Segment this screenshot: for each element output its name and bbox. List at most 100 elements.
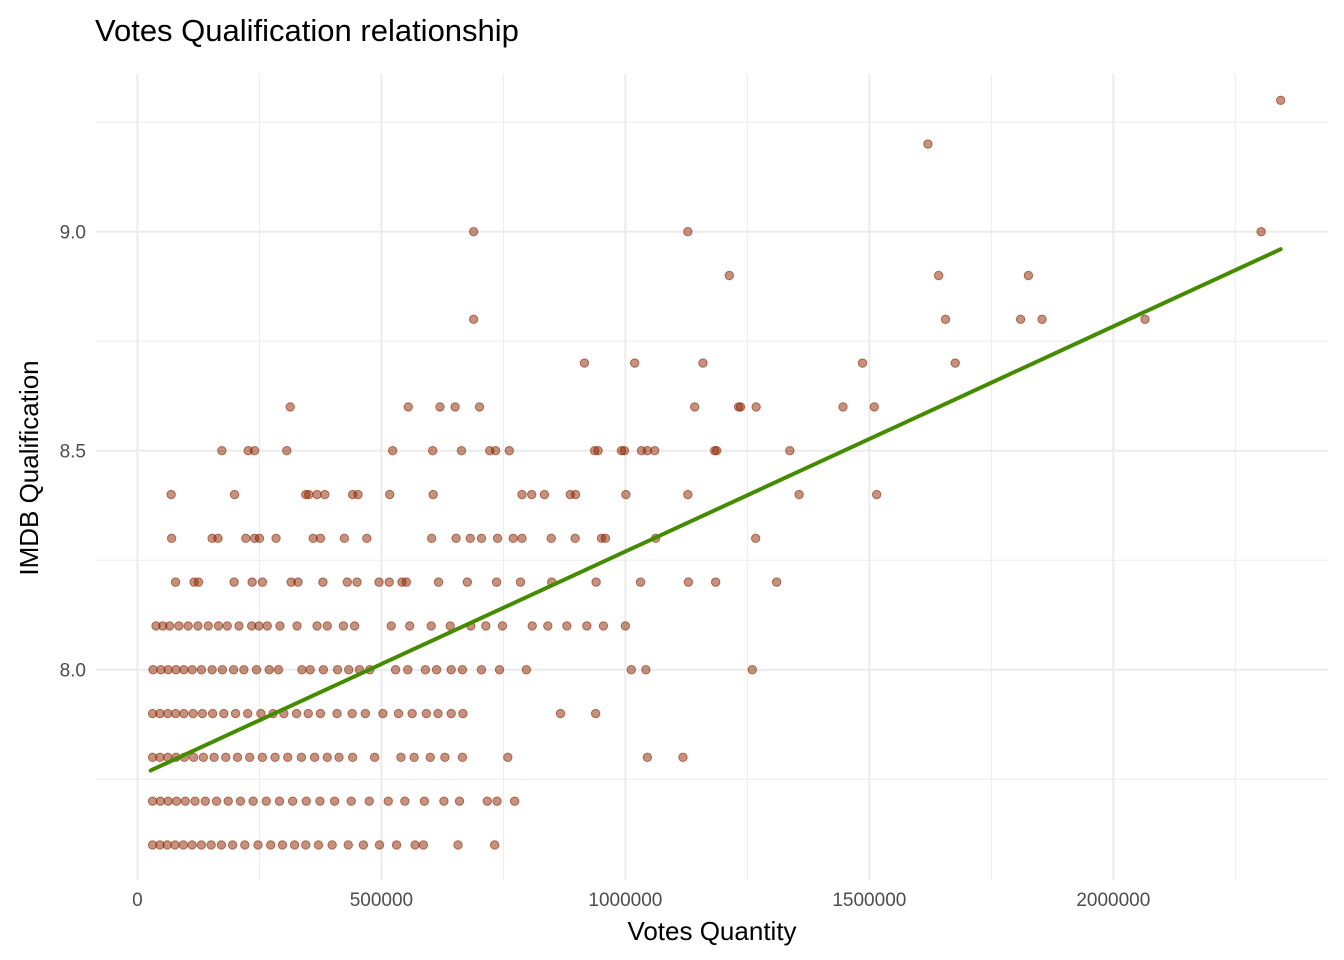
data-point — [386, 621, 396, 631]
data-point — [698, 358, 708, 368]
data-point — [629, 358, 640, 368]
data-point — [751, 402, 761, 412]
data-point — [503, 752, 513, 763]
data-point — [289, 840, 300, 850]
data-point — [570, 489, 581, 500]
data-point — [555, 708, 566, 719]
data-point — [197, 708, 208, 719]
data-point — [446, 708, 456, 719]
data-point — [374, 577, 384, 587]
y-axis-title: IMDB Qualification — [14, 360, 44, 575]
y-axis-tick-labels: 8.0 8.5 9.0 — [60, 223, 86, 682]
data-point — [457, 665, 468, 675]
data-point — [378, 708, 388, 719]
data-point — [950, 358, 960, 368]
data-point — [711, 446, 722, 456]
data-point — [163, 665, 173, 675]
data-point — [155, 752, 165, 763]
data-point — [222, 621, 232, 631]
data-point — [405, 621, 415, 631]
data-point — [315, 796, 325, 806]
data-point — [303, 708, 313, 719]
data-point — [235, 796, 246, 806]
data-point — [171, 796, 182, 806]
data-point — [420, 665, 431, 675]
data-point — [183, 621, 193, 631]
data-point — [282, 446, 292, 456]
data-point — [446, 665, 456, 675]
data-point — [228, 665, 239, 675]
data-point — [352, 577, 362, 587]
data-point — [312, 621, 322, 631]
data-point — [750, 533, 761, 544]
data-point — [301, 796, 311, 806]
data-point — [198, 752, 209, 763]
data-point — [590, 708, 601, 719]
data-point — [527, 489, 537, 500]
data-point — [546, 533, 556, 544]
data-point — [241, 533, 251, 544]
data-point — [229, 577, 239, 587]
data-point — [188, 708, 198, 719]
data-point — [203, 621, 213, 631]
data-point — [360, 708, 371, 719]
data-point — [239, 665, 249, 675]
data-point — [521, 665, 532, 675]
data-point — [838, 402, 848, 412]
data-point — [304, 489, 314, 500]
data-point — [332, 708, 342, 719]
data-point — [249, 446, 260, 456]
data-point — [285, 402, 295, 412]
data-point — [315, 708, 326, 719]
data-point — [213, 533, 223, 544]
data-point — [247, 577, 257, 587]
data-point — [358, 840, 369, 850]
data-point — [223, 796, 233, 806]
data-point — [794, 489, 804, 500]
data-point — [171, 665, 181, 675]
x-tick-label: 2000000 — [1076, 890, 1150, 911]
data-point — [425, 752, 435, 763]
data-point — [462, 577, 473, 587]
data-point — [206, 840, 216, 850]
data-point — [251, 665, 262, 675]
data-point — [216, 840, 227, 850]
data-point — [347, 708, 357, 719]
data-point — [291, 708, 302, 719]
data-point — [196, 665, 207, 675]
data-point — [635, 577, 646, 587]
y-tick-label: 8.5 — [60, 442, 86, 463]
data-point — [476, 533, 487, 544]
data-point — [178, 840, 189, 850]
x-axis-title: Votes Quantity — [627, 916, 796, 946]
data-point — [283, 752, 293, 763]
data-point — [305, 665, 315, 675]
data-point — [456, 446, 467, 456]
data-point — [318, 665, 329, 675]
data-point — [163, 796, 173, 806]
data-point — [458, 708, 468, 719]
data-point — [244, 752, 255, 763]
data-point — [329, 796, 340, 806]
data-point — [491, 577, 502, 587]
data-point — [440, 752, 450, 763]
data-point — [332, 665, 343, 675]
data-point — [275, 621, 285, 631]
data-point — [320, 489, 330, 500]
data-point — [1023, 270, 1034, 281]
data-point — [391, 840, 402, 850]
data-point — [689, 402, 700, 412]
data-point — [710, 577, 721, 587]
data-point — [451, 533, 461, 544]
data-point — [188, 752, 199, 763]
data-point — [678, 752, 688, 763]
data-point — [346, 796, 356, 806]
data-point — [579, 358, 590, 368]
data-point — [393, 708, 404, 719]
data-point — [401, 577, 412, 587]
data-point — [296, 752, 307, 763]
data-point — [641, 665, 651, 675]
data-point — [232, 752, 243, 763]
data-point — [362, 533, 372, 544]
data-point — [347, 752, 358, 763]
